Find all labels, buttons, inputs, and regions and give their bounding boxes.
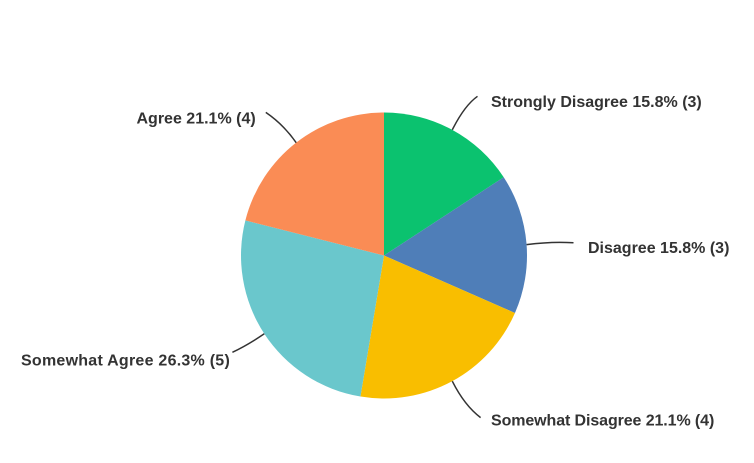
svg-text:Agree 21.1% (4): Agree 21.1% (4) (137, 111, 256, 128)
svg-text:Somewhat Agree 26.3% (5): Somewhat Agree 26.3% (5) (21, 353, 230, 370)
svg-text:Strongly Disagree 15.8% (3): Strongly Disagree 15.8% (3) (491, 94, 702, 111)
svg-text:Somewhat Disagree 21.1% (4): Somewhat Disagree 21.1% (4) (491, 413, 714, 430)
svg-text:Disagree 15.8% (3): Disagree 15.8% (3) (588, 240, 729, 257)
